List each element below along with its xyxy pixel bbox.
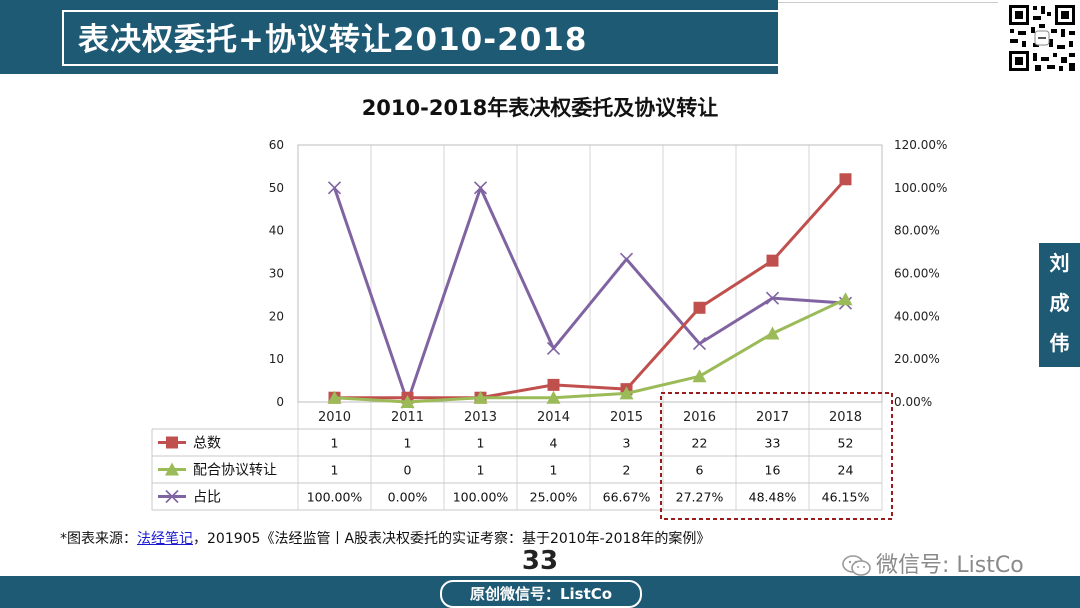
- x-tick-label: 2015: [610, 410, 643, 425]
- legend-label: 总数: [193, 436, 221, 452]
- data-point: [400, 395, 415, 408]
- legend-key-marker: [165, 489, 179, 504]
- data-point: [327, 181, 342, 195]
- data-point: [619, 252, 634, 266]
- table-cell: 24: [838, 463, 854, 478]
- y-right-tick-label: 80.00%: [894, 224, 940, 238]
- highlight-box: [660, 392, 893, 520]
- header-divider: [778, 2, 998, 3]
- wechat-icon: [842, 555, 871, 576]
- data-point: [619, 386, 634, 400]
- legend-label: 占比: [193, 490, 221, 506]
- legend-key-marker: [166, 436, 178, 449]
- table-cell: 25.00%: [530, 490, 578, 505]
- source-link[interactable]: 法经笔记: [137, 531, 193, 547]
- y-right-tick-label: 120.00%: [894, 138, 947, 152]
- source-note: *图表来源：法经笔记，201905《法经监管丨A股表决权委托的实证考察：基于20…: [60, 528, 710, 548]
- table-cell: 100.00%: [453, 490, 509, 505]
- y-left-tick-label: 40: [269, 224, 284, 238]
- chart-title: 2010-2018年表决权委托及协议转让: [361, 96, 719, 120]
- page-title: 表决权委托+协议转让2010-2018: [78, 22, 588, 58]
- y-right-tick-label: 0.00%: [894, 395, 932, 409]
- data-point: [839, 173, 852, 186]
- watermark: 微信号: ListCo: [842, 547, 1024, 579]
- table-cell: 100.00%: [307, 490, 363, 505]
- table-cell: 33: [765, 436, 781, 451]
- x-tick-label: 2011: [391, 410, 424, 425]
- data-point: [327, 390, 342, 404]
- y-left-tick-label: 60: [269, 138, 284, 152]
- y-right-tick-label: 40.00%: [894, 309, 940, 323]
- table-cell: 3: [623, 436, 631, 451]
- data-point: [546, 390, 561, 404]
- y-left-tick-label: 0: [276, 395, 284, 409]
- table-cell: 1: [331, 436, 339, 451]
- data-point: [766, 254, 779, 267]
- author-char-1: 刘: [1049, 251, 1070, 275]
- qr-code-icon: [1006, 2, 1078, 74]
- plot-area: [297, 144, 883, 403]
- data-point: [693, 301, 706, 314]
- table-cell: 1: [477, 436, 485, 451]
- data-point: [838, 292, 853, 306]
- watermark-text: 微信号: ListCo: [876, 553, 1024, 578]
- y-right-tick-label: 100.00%: [894, 181, 947, 195]
- table-cell: 46.15%: [822, 490, 870, 505]
- table-cell: 48.48%: [749, 490, 797, 505]
- x-tick-label: 2017: [756, 410, 789, 425]
- header-frame: [62, 10, 778, 66]
- data-point: [692, 337, 707, 351]
- legend-label: 配合协议转让: [193, 463, 277, 479]
- author-tab: 刘 成 伟: [1039, 243, 1080, 367]
- data-point: [692, 369, 707, 383]
- table-cell: 2: [623, 463, 631, 478]
- table-cell: 52: [838, 436, 854, 451]
- table-cell: 1: [550, 463, 558, 478]
- table-cell: 1: [477, 463, 485, 478]
- table-cell: 0.00%: [388, 490, 428, 505]
- table-cell: 16: [765, 463, 781, 478]
- series-line-3: [333, 186, 846, 404]
- header-bar: [0, 0, 778, 74]
- table-cell: 4: [550, 436, 558, 451]
- x-tick-label: 2010: [318, 410, 351, 425]
- x-tick-label: 2014: [537, 410, 570, 425]
- data-point: [473, 390, 488, 404]
- table-cell: 27.27%: [676, 490, 724, 505]
- y-left-tick-label: 10: [269, 352, 284, 366]
- author-char-3: 伟: [1049, 331, 1070, 355]
- table-cell: 22: [692, 436, 708, 451]
- y-left-tick-label: 20: [269, 309, 284, 323]
- x-tick-label: 2016: [683, 410, 716, 425]
- data-point: [765, 326, 780, 340]
- source-suffix: ，201905《法经监管丨A股表决权委托的实证考察：基于2010年-2018年的…: [193, 531, 711, 547]
- data-point: [547, 378, 560, 391]
- series-line-2: [334, 297, 847, 404]
- source-prefix: *图表来源：: [60, 531, 137, 547]
- series-line-1: [334, 178, 847, 400]
- page-number: 33: [521, 546, 559, 576]
- x-tick-label: 2013: [464, 410, 497, 425]
- table-cell: 0: [404, 463, 412, 478]
- author-char-2: 成: [1049, 291, 1070, 315]
- table-cell: 6: [696, 463, 704, 478]
- y-right-tick-label: 20.00%: [894, 352, 940, 366]
- table-cell: 1: [331, 463, 339, 478]
- footer-label: 原创微信号：ListCo: [440, 580, 642, 608]
- table-cell: 1: [404, 436, 412, 451]
- y-left-tick-label: 50: [269, 181, 284, 195]
- data-point: [473, 181, 488, 195]
- x-tick-label: 2018: [829, 410, 862, 425]
- data-point: [765, 291, 780, 305]
- y-left-tick-label: 30: [269, 267, 284, 281]
- legend-key-marker: [165, 462, 179, 476]
- data-point: [546, 341, 561, 356]
- y-right-tick-label: 60.00%: [894, 267, 940, 281]
- table-cell: 66.67%: [603, 490, 651, 505]
